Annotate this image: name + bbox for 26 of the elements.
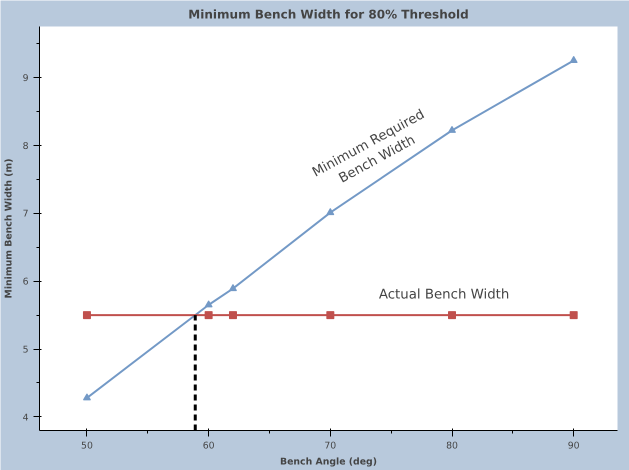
y-tick-label: 4 <box>22 412 29 424</box>
y-tick-label: 8 <box>22 140 29 152</box>
y-tick-label: 6 <box>22 276 29 288</box>
x-tick-label: 50 <box>81 440 93 452</box>
point <box>228 311 237 320</box>
x-tick-label: 60 <box>202 440 215 452</box>
chart-title: Minimum Bench Width for 80% Threshold <box>188 8 469 22</box>
point <box>570 56 578 63</box>
y-tick-label: 5 <box>22 344 29 356</box>
x-tick-label: 70 <box>324 440 336 452</box>
point <box>204 311 213 320</box>
x-tick-label: 80 <box>446 440 458 452</box>
y-tick-label: 9 <box>22 72 29 84</box>
point <box>228 284 237 292</box>
x-axis-title: Bench Angle (deg) <box>280 456 378 468</box>
point <box>570 311 578 320</box>
point <box>82 311 91 320</box>
point <box>448 126 456 133</box>
annotation: Actual Bench Width <box>378 287 510 302</box>
point <box>204 300 213 308</box>
y-axis-title: Minimum Bench Width (m) <box>4 158 15 298</box>
x-tick-label: 90 <box>568 440 580 452</box>
y-tick-label: 7 <box>22 208 29 220</box>
point <box>326 208 334 216</box>
point <box>448 311 456 320</box>
point <box>326 311 334 320</box>
